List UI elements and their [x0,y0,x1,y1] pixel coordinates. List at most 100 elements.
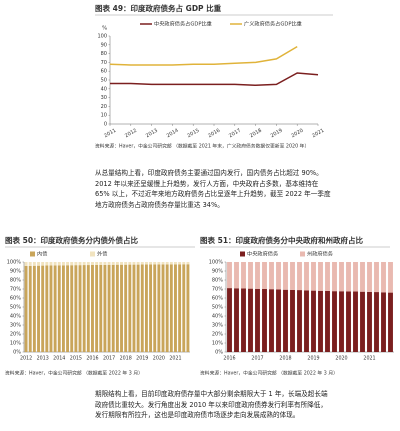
x-tick-label: 2019 [307,356,319,362]
bar-segment [304,290,309,352]
bar-segment [290,262,295,290]
y-tick-label: 20 [101,104,107,110]
bar-segment [297,290,302,352]
x-tick-label: 2014 [53,356,65,362]
bar-segment [153,264,157,352]
bar-segment [186,264,190,352]
bar-segment [32,265,36,352]
x-tick-label: 2016 [207,128,221,140]
bar-segment [283,289,288,352]
data-line [109,45,298,66]
bar-segment [115,262,119,265]
y-tick-label: 90% [10,269,21,275]
bar-segment [74,262,78,266]
legend-label: 广义政府债务占GDP比重 [244,20,302,28]
bar-segment [66,262,70,266]
chart-title: 图表 49：印度政府债务占 GDP 比重 [95,3,222,13]
bar-segment [339,262,344,292]
x-tick-label: 2015 [70,356,82,362]
bar-segment [61,262,65,266]
y-tick-label: 10% [10,341,21,347]
bar-segment [311,290,316,352]
bar-segment [53,262,57,266]
legend-label: 中央政府债务 [247,250,278,258]
bar-segment [132,262,136,265]
bar-segment [248,262,253,289]
bar-segment [149,262,153,265]
bar-segment [49,262,53,266]
y-tick-label: 60% [212,296,223,302]
y-tick-label: 30 [101,95,107,101]
x-tick-label: 2017 [103,356,115,362]
bar-segment [66,265,70,352]
bar-segment [318,290,323,352]
bar-segment [241,262,246,289]
x-tick-label: 2021 [169,356,181,362]
bar-segment [255,288,260,352]
bar-segment [227,262,232,289]
x-tick-label: 2021 [363,356,375,362]
y-tick-label: 40% [10,314,21,320]
bar-segment [325,262,330,291]
y-tick-label: 100% [209,260,224,266]
bar-segment [124,264,128,352]
bar-segment [283,262,288,290]
bar-segment [165,264,169,352]
bar-segment [74,265,78,352]
x-tick-label: 2015 [186,128,200,140]
x-tick-label: 2018 [120,356,132,362]
bar-segment [153,262,157,265]
y-tick-label: 70 [101,60,107,66]
bar-segment [103,264,107,352]
y-tick-label: 20% [10,332,21,338]
bar-segment [325,290,330,352]
y-tick-label: 40% [212,314,223,320]
y-tick-label: 90% [212,269,223,275]
bar-segment [103,262,107,265]
y-tick-label: 40 [101,86,107,92]
y-tick-label: 0% [215,350,223,356]
bar-segment [255,262,260,289]
bar-segment [262,289,267,352]
bar-segment [234,288,239,352]
x-tick-label: 2019 [136,356,148,362]
bar-segment [174,264,177,352]
bar-segment [353,262,358,292]
bar-segment [78,262,82,266]
bar-segment [115,264,119,352]
bar-segment [37,262,40,266]
bar-segment [99,264,103,352]
y-tick-label: 80 [101,51,107,57]
bar-segment [227,288,232,352]
x-tick-label: 2018 [279,356,291,362]
bar-segment [367,262,372,292]
bar-segment [381,292,386,352]
x-tick-label: 2021 [311,128,325,140]
bar-segment [86,262,90,266]
legend-label: 州政府债务 [307,250,333,258]
y-tick-label: 50% [212,305,223,311]
bar-segment [111,262,115,265]
y-tick-label: 0% [13,350,21,356]
bar-segment [161,262,165,265]
y-tick-label: 30% [10,323,21,329]
bar-segment [140,264,144,352]
bar-segment [339,291,344,352]
bar-segment [53,265,57,352]
bar-segment [91,262,94,265]
y-tick-label: 60% [10,296,21,302]
bar-segment [140,262,144,265]
x-tick-label: 2019 [270,128,284,140]
bar-segment [99,262,103,265]
bar-segment [381,262,386,293]
x-tick-label: 2016 [223,356,235,362]
y-tick-label: 100% [7,260,22,266]
bar-segment [241,288,246,352]
bar-segment [269,289,274,352]
legend-swatch [300,251,305,257]
legend-swatch [30,251,35,257]
bar-segment [24,265,28,352]
bar-segment [178,264,182,352]
y-tick-label: 70% [10,287,21,293]
